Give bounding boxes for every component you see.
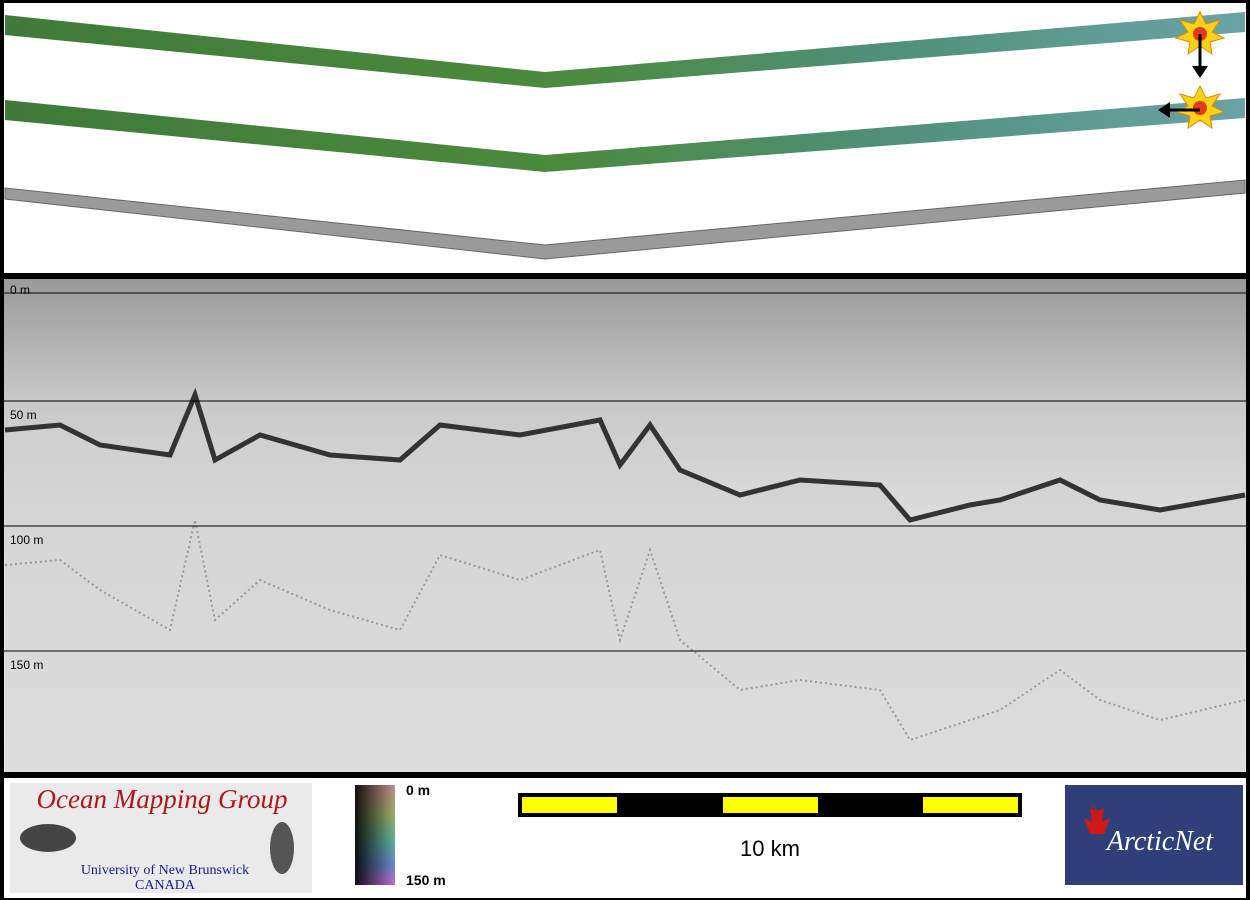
scale-segment xyxy=(723,797,818,813)
depth-label: 50 m xyxy=(10,408,37,422)
scale-label: 10 km xyxy=(740,836,800,861)
depth-label: 0 m xyxy=(10,283,30,297)
sun-icon xyxy=(1174,10,1226,78)
depth-label: 100 m xyxy=(10,533,43,547)
sediment xyxy=(5,395,1245,772)
colorbar-label: 150 m xyxy=(406,872,446,888)
arcticnet-logo xyxy=(1065,785,1243,885)
partner-logo: ArcticNet xyxy=(1105,826,1214,857)
multiple xyxy=(4,519,1246,742)
colorbar-shade xyxy=(355,785,395,885)
swath-strip xyxy=(4,179,1246,260)
logo-fish xyxy=(20,824,76,852)
logo-country: CANADA xyxy=(135,878,196,893)
sun-icon xyxy=(1158,84,1226,130)
scale-segment xyxy=(522,797,617,813)
logo-fish xyxy=(270,822,294,874)
swath-strip xyxy=(5,12,1245,88)
scale-segment xyxy=(923,797,1018,813)
swath-strip xyxy=(5,98,1245,172)
seafloor xyxy=(4,387,1246,523)
logo-university: University of New Brunswick xyxy=(81,863,249,878)
depth-label: 150 m xyxy=(10,658,43,672)
maple-leaf xyxy=(1084,800,1110,834)
logo-title: Ocean Mapping Group xyxy=(37,784,288,814)
colorbar-label: 0 m xyxy=(406,782,430,798)
